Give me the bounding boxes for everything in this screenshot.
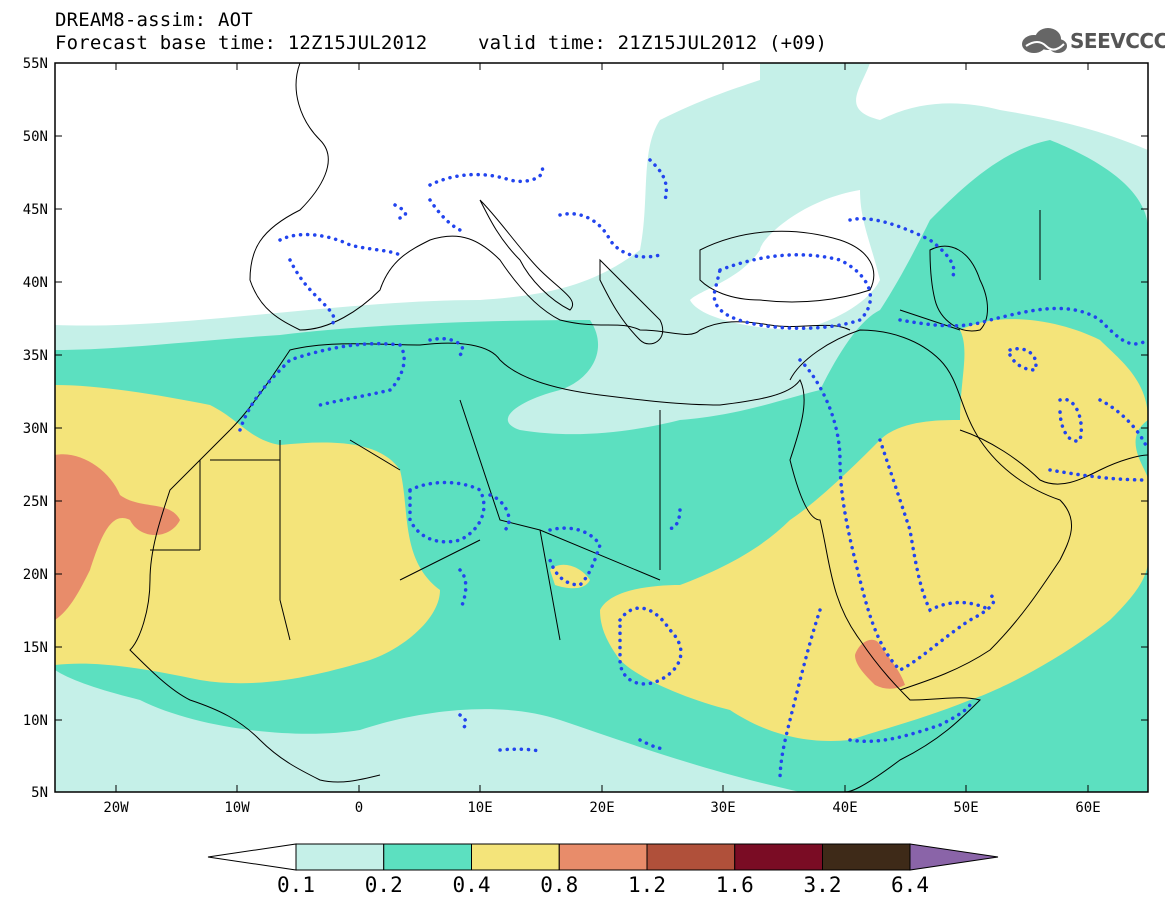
lon-tick-10W: 10W <box>224 63 250 816</box>
lon-label-0: 0 <box>355 800 363 816</box>
lat-tick-35N: 35N <box>23 348 1148 364</box>
lon-label-50E: 50E <box>953 800 978 816</box>
coastline-persian-gulf <box>959 429 1148 485</box>
coastline-caspian <box>929 245 988 332</box>
valid-time-label: valid time: 21Z15JUL2012 (+09) <box>478 32 828 54</box>
lat-label-25N: 25N <box>23 494 48 510</box>
lon-tick-0: 0 <box>355 63 363 816</box>
contour-sahara <box>408 480 511 612</box>
coastlines <box>129 63 1148 792</box>
colorbar-under-arrow <box>207 843 297 871</box>
lat-tick-45N: 45N <box>23 202 1148 218</box>
lon-label-60E: 60E <box>1075 800 1100 816</box>
contour-arabia <box>878 438 992 613</box>
aot-field-0.4 <box>55 319 1148 741</box>
lat-label-50N: 50N <box>23 129 48 145</box>
aot-fields <box>55 63 1148 792</box>
lat-tick-15N: 15N <box>23 640 1148 656</box>
lat-tick-20N: 20N <box>23 567 1148 583</box>
cloud-icon <box>1022 28 1067 53</box>
lon-label-20E: 20E <box>589 800 614 816</box>
lon-axis: 20W 10W 0 10E 20E 30E 40E 50E 60E <box>103 63 1101 816</box>
colorbar-bin-1.6-3.2 <box>734 843 823 871</box>
logo-text: SEEVCCC <box>1070 29 1165 53</box>
contour-iran <box>898 306 1148 443</box>
lat-tick-55N: 55N <box>23 56 1148 72</box>
colorbar-bin-3.2-6.4 <box>822 843 911 871</box>
lon-tick-10E: 10E <box>467 63 493 816</box>
lon-tick-20W: 20W <box>103 63 129 816</box>
lon-label-10E: 10E <box>467 800 492 816</box>
lat-label-5N: 5N <box>31 785 48 801</box>
lat-label-20N: 20N <box>23 567 48 583</box>
colorbar-label: 1.2 <box>628 873 666 897</box>
lat-tick-40N: 40N <box>23 275 1148 291</box>
colorbar <box>207 843 999 871</box>
coastline-arabia <box>789 329 1073 691</box>
contour-alps <box>393 163 545 232</box>
lat-label-45N: 45N <box>23 202 48 218</box>
map-title: DREAM8-assim: AOT <box>55 9 253 31</box>
contour-chad <box>548 526 602 587</box>
seevccc-logo: SEEVCCC <box>1018 26 1165 56</box>
contour-gulf <box>1048 398 1148 482</box>
colorbar-label: 1.6 <box>716 873 754 897</box>
colorbar-label: 3.2 <box>804 873 842 897</box>
greece-outline <box>599 258 663 345</box>
colorbar-label: 6.4 <box>891 873 929 897</box>
italy-outline <box>479 199 574 311</box>
lat-label-10N: 10N <box>23 713 48 729</box>
contour-anatolia <box>712 253 872 330</box>
colorbar-label: 0.1 <box>277 873 315 897</box>
contour-sudan <box>618 508 683 686</box>
lon-label-30E: 30E <box>710 800 735 816</box>
colorbar-bin-0.1-0.2 <box>295 843 385 871</box>
lat-label-40N: 40N <box>23 275 48 291</box>
lat-label-15N: 15N <box>23 640 48 656</box>
colorbar-label: 0.2 <box>365 873 403 897</box>
contour-maghreb <box>238 337 465 432</box>
lat-tick-5N: 5N <box>31 785 1148 801</box>
coastline-black-sea <box>699 230 875 303</box>
lon-tick-20E: 20E <box>589 63 615 816</box>
lat-tick-25N: 25N <box>23 494 1148 510</box>
lat-tick-50N: 50N <box>23 129 1148 145</box>
coastline-africa <box>229 342 981 792</box>
lon-tick-40E: 40E <box>832 63 858 816</box>
colorbar-bin-1.2-1.6 <box>646 843 736 871</box>
lat-label-35N: 35N <box>23 348 48 364</box>
lon-tick-50E: 50E <box>953 63 979 816</box>
lat-label-30N: 30N <box>23 421 48 437</box>
lat-axis: 55N 50N 45N 40N 35N 30N 25N 20N 15N 10N … <box>23 56 1148 801</box>
lon-tick-30E: 30E <box>710 63 736 816</box>
colorbar-bin-0.8-1.2 <box>558 843 648 871</box>
border-lines <box>150 210 1041 641</box>
lat-label-55N: 55N <box>23 56 48 72</box>
lon-tick-60E: 60E <box>1075 63 1101 816</box>
coastline-west-africa <box>129 429 381 783</box>
contour-red-sea <box>798 358 996 673</box>
coastline-europe <box>249 63 851 335</box>
colorbar-bin-0.2-0.4 <box>383 843 472 871</box>
contour-caucasus <box>848 216 956 282</box>
colorbar-over-arrow <box>909 843 999 871</box>
aot-dotted-contours <box>238 158 1148 782</box>
lon-label-40E: 40E <box>832 800 857 816</box>
colorbar-bin-0.4-0.8 <box>471 843 560 871</box>
lon-label-10W: 10W <box>224 800 250 816</box>
contour-iberia <box>278 232 402 327</box>
lat-tick-10N: 10N <box>23 713 1148 729</box>
contour-balkans <box>558 158 668 259</box>
lat-tick-30N: 30N <box>23 421 1148 437</box>
contour-east-africa <box>458 713 667 754</box>
lon-label-20W: 20W <box>103 800 129 816</box>
contour-horn <box>778 608 973 782</box>
colorbar-label: 0.8 <box>540 873 578 897</box>
base-time-label: Forecast base time: 12Z15JUL2012 <box>55 32 428 54</box>
colorbar-label: 0.4 <box>453 873 491 897</box>
colorbar-labels: 0.1 0.2 0.4 0.8 1.2 1.6 3.2 6.4 <box>277 873 929 897</box>
